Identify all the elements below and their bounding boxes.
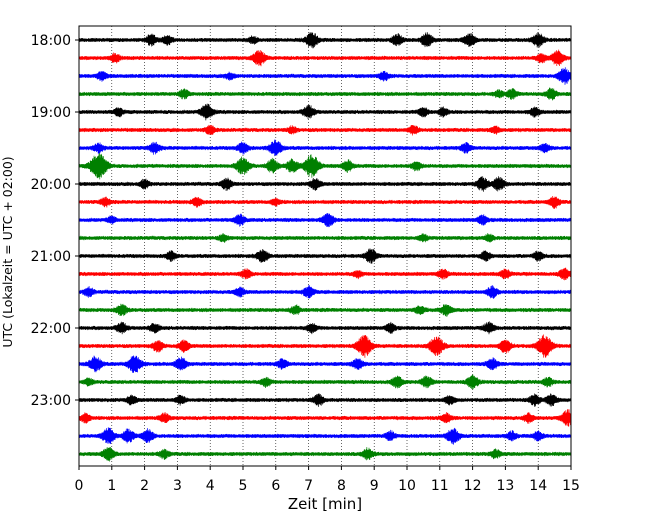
x-tick-label: 13 <box>496 478 514 494</box>
trace-row-1945 <box>78 152 572 180</box>
y-tick-label: 21:00 <box>31 249 71 265</box>
y-tick-label: 22:00 <box>31 321 71 337</box>
x-axis-label: Zeit [min] <box>288 495 362 513</box>
trace-row-2345 <box>78 447 572 462</box>
x-tick-label: 0 <box>75 478 84 494</box>
y-tick-label: 20:00 <box>31 177 71 193</box>
x-tick-label: 1 <box>107 478 116 494</box>
x-tick-label: 9 <box>370 478 379 494</box>
x-tick-label: 15 <box>562 478 580 494</box>
trace-row-2315 <box>78 409 572 427</box>
y-axis-ticks: 18:00 19:00 20:00 21:00 22:00 23:00 <box>31 33 79 409</box>
trace-row-2115 <box>78 267 572 281</box>
trace-row-2145 <box>78 303 572 317</box>
trace-row-2200 <box>78 321 572 335</box>
trace-row-2245 <box>78 374 572 390</box>
trace-row-2030 <box>78 213 572 228</box>
x-tick-label: 12 <box>464 478 482 494</box>
trace-row-1845 <box>78 87 572 101</box>
trace-row-2330 <box>78 427 572 445</box>
trace-row-1900 <box>78 103 572 121</box>
trace-row-1815 <box>78 49 572 67</box>
trace-row-2230 <box>78 355 572 373</box>
trace-row-2045 <box>78 233 572 243</box>
y-axis-label: UTC (Lokalzeit = UTC + 02:00) <box>0 156 15 347</box>
trace-row-2100 <box>78 248 572 264</box>
trace-row-1915 <box>78 124 572 136</box>
x-tick-label: 14 <box>529 478 547 494</box>
trace-row-1930 <box>78 139 572 157</box>
grid-lines <box>111 26 539 466</box>
x-tick-label: 11 <box>431 478 449 494</box>
trace-row-2000 <box>78 176 572 192</box>
x-tick-label: 3 <box>173 478 182 494</box>
x-tick-label: 5 <box>239 478 248 494</box>
x-axis-ticks: 0 1 2 3 4 5 6 7 8 9 10 11 12 13 14 15 <box>75 466 580 494</box>
x-tick-label: 6 <box>271 478 280 494</box>
plot-frame <box>78 25 572 467</box>
x-tick-label: 7 <box>304 478 313 494</box>
y-tick-label: 18:00 <box>31 33 71 49</box>
trace-row-2215 <box>78 334 572 358</box>
x-tick-label: 2 <box>140 478 149 494</box>
trace-row-2015 <box>78 195 572 209</box>
y-tick-label: 23:00 <box>31 393 71 409</box>
trace-row-2300 <box>78 393 572 407</box>
x-tick-label: 10 <box>398 478 416 494</box>
x-tick-label: 8 <box>337 478 346 494</box>
x-tick-label: 4 <box>206 478 215 494</box>
y-tick-label: 19:00 <box>31 105 71 121</box>
trace-row-1830 <box>78 67 572 85</box>
trace-row-2130 <box>78 285 572 299</box>
seismic-traces <box>78 31 572 462</box>
trace-row-1800 <box>78 31 572 49</box>
